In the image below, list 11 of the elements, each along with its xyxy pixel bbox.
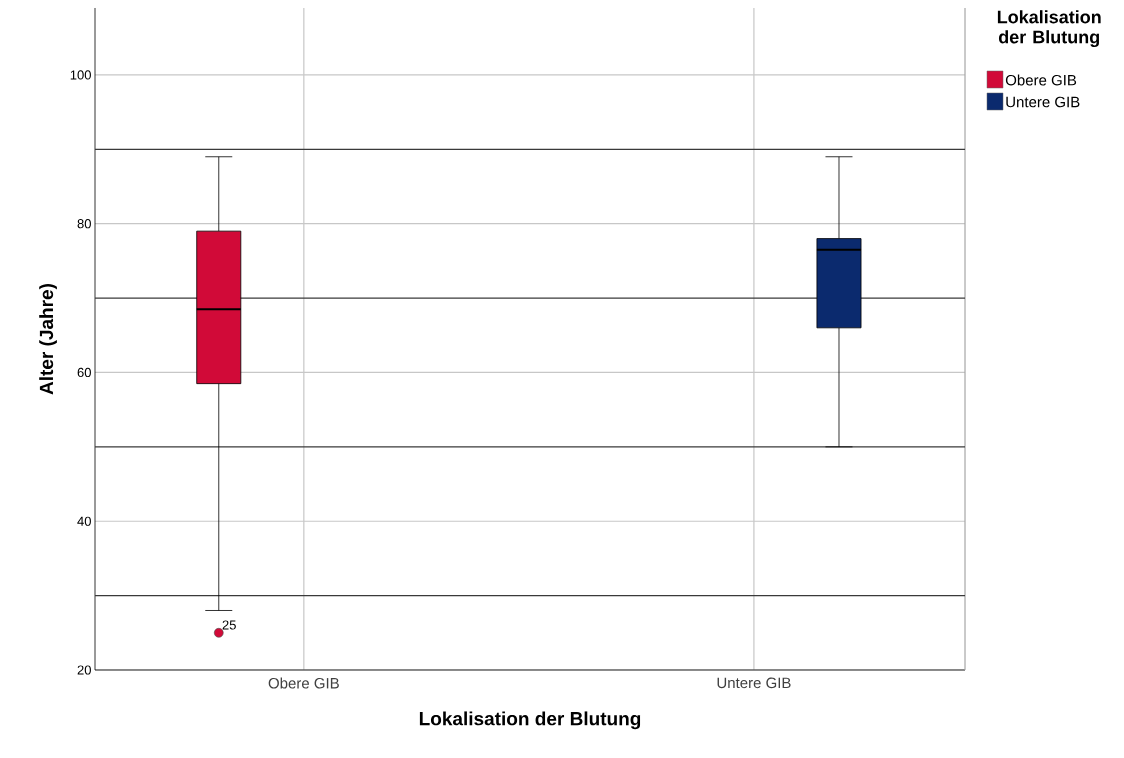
legend-label: Obere GIB xyxy=(1005,74,1077,86)
y-tick-label: 80 xyxy=(77,219,91,229)
y-tick-label: 60 xyxy=(77,367,91,378)
legend-label: Untere GIB xyxy=(1006,96,1080,108)
y-tick-label: 100 xyxy=(70,70,91,80)
y-tick-label: 20 xyxy=(77,665,91,675)
annotation: 25 xyxy=(222,620,236,630)
y-axis-title: Alter (Jahre) xyxy=(39,284,57,395)
legend-title: Lokalisation der Blutung xyxy=(997,10,1101,48)
x-axis-title: Lokalisation der Blutung xyxy=(419,711,641,730)
y-tick-label: 40 xyxy=(77,516,91,526)
